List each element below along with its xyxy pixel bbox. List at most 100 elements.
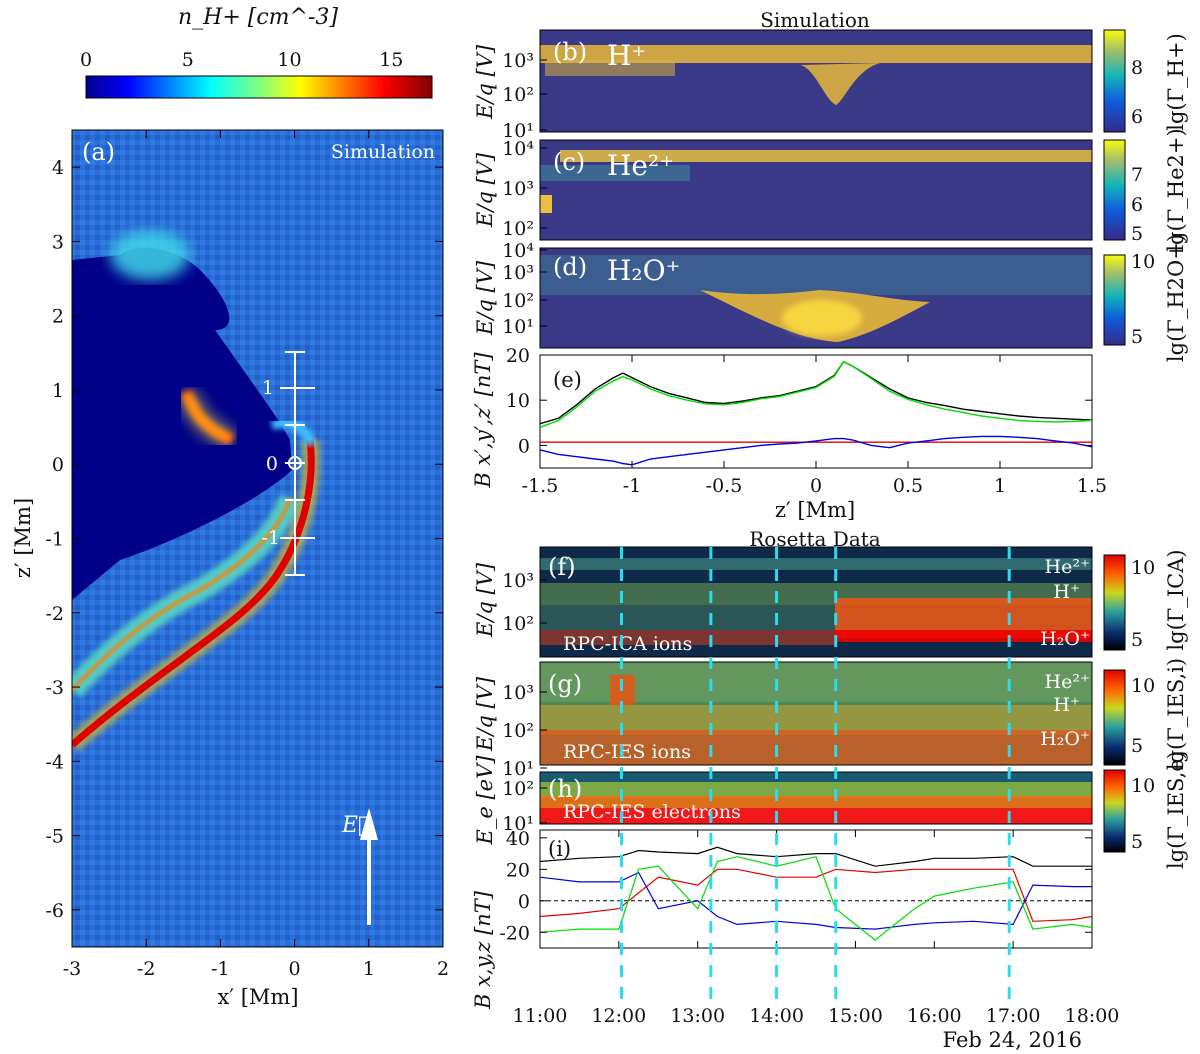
log-tick: 10⁴	[502, 240, 534, 262]
a-xtick: -3	[63, 958, 82, 980]
panel-g-ylabel: E/q [V]	[473, 676, 497, 752]
panel-b-label: (b)	[553, 38, 587, 66]
e-ytick: 0	[518, 435, 530, 457]
i-xtick: 18:00	[1065, 1005, 1120, 1027]
e-line-total	[540, 360, 1092, 425]
a-xtick: -2	[137, 958, 156, 980]
colorbar-tick: 5	[182, 49, 194, 71]
a-ytick: 3	[52, 231, 64, 253]
svg-text:He²⁺: He²⁺	[1045, 671, 1090, 693]
e-xtick: 1.5	[1077, 475, 1107, 497]
panel-h-ylabel: E_e [eV]	[473, 755, 497, 846]
panel-c-cb-label: lg(Γ_He2+)	[1164, 128, 1188, 251]
svg-text:H⁺: H⁺	[1053, 581, 1080, 603]
e-xtick: -1	[623, 475, 642, 497]
i-xtick: 14:00	[749, 1005, 804, 1027]
inner-tick-m1: -1	[261, 527, 280, 549]
svg-text:H₂O⁺: H₂O⁺	[1040, 728, 1090, 750]
panel-g-colorbar	[1103, 669, 1126, 766]
panel-b: (b) H⁺ 10³ 10² 10¹ E/q [V] 8 6 lg(Γ_H+)	[473, 29, 1188, 142]
panel-a-label: (a)	[82, 138, 115, 166]
log-tick: 10²	[502, 720, 534, 742]
e-ytick: 10	[506, 390, 530, 412]
i-xtick: 13:00	[670, 1005, 725, 1027]
log-tick: 10¹	[502, 813, 534, 835]
a-xtick: -1	[211, 958, 230, 980]
e-xtick: 0.5	[893, 475, 923, 497]
i-line-bz	[540, 855, 1092, 941]
a-ytick: 4	[52, 157, 64, 179]
panel-f-label: (f)	[548, 553, 576, 581]
colorbar-tick: 15	[379, 49, 403, 71]
panel-i-date: Feb 24, 2016	[943, 1028, 1082, 1052]
a-ytick: -4	[45, 751, 64, 773]
a-ytick: -3	[45, 677, 64, 699]
svg-text:5: 5	[1131, 223, 1143, 245]
i-ytick: -20	[499, 922, 530, 944]
panel-b-colorbar	[1103, 29, 1126, 133]
i-xtick: 11:00	[513, 1005, 568, 1027]
efield-label: E⃗	[341, 813, 371, 838]
i-line-bx	[540, 868, 1092, 922]
i-ytick: 20	[506, 859, 530, 881]
i-xtick: 16:00	[907, 1005, 962, 1027]
panel-d-cb-label: lg(Γ_H2O+)	[1164, 234, 1188, 362]
inner-tick-1: 1	[262, 377, 274, 399]
e-ytick: 20	[506, 345, 530, 367]
panel-h-label: (h)	[548, 775, 582, 803]
panel-h-cb-label: lg(Γ_IES,e)	[1164, 751, 1188, 869]
i-ytick: 40	[506, 828, 530, 850]
e-xtick: 1	[994, 475, 1006, 497]
panel-e: -1.5 -1 -0.5 0 0.5 1 1.5 20 10 0 (e) B x′,y′,z′ […	[471, 345, 1107, 522]
panel-a-ylabel: z′ [Mm]	[11, 498, 35, 578]
panel-h-colorbar	[1103, 769, 1126, 853]
panel-e-plot	[539, 354, 1093, 469]
panel-b-ylabel: E/q [V]	[473, 44, 497, 120]
panel-g: (g) RPC-IES ions He²⁺ H⁺ H₂O⁺ 10³10²10¹ …	[473, 658, 1188, 780]
a-xtick: 0	[289, 958, 301, 980]
panel-f-tag: RPC-ICA ions	[563, 633, 692, 655]
svg-text:6: 6	[1131, 106, 1143, 128]
i-xtick: 12:00	[591, 1005, 646, 1027]
svg-text:10: 10	[1131, 251, 1155, 273]
svg-text:H⁺: H⁺	[1053, 694, 1080, 716]
panel-f-colorbar	[1103, 554, 1126, 651]
a-xtick: 2	[437, 958, 449, 980]
svg-text:5: 5	[1131, 831, 1143, 853]
log-tick: 10²	[502, 290, 534, 312]
panel-d-ylabel: E/q [V]	[473, 260, 497, 336]
panel-c: (c) He²⁺ 10⁴ 10³ 10² E/q [V] 7 6 5 lg(Γ_He…	[473, 128, 1188, 251]
panel-g-cb-label: lg(Γ_IES,i)	[1164, 658, 1188, 770]
colorbar-tick: 10	[277, 49, 301, 71]
panel-h-tag: RPC-IES electrons	[563, 801, 741, 823]
panel-g-tag: RPC-IES ions	[563, 741, 691, 763]
log-tick: 10¹	[502, 758, 534, 780]
a-ytick: -1	[45, 529, 64, 551]
panel-e-label: (e)	[553, 368, 582, 392]
a-ytick: -2	[45, 603, 64, 625]
panel-c-ylabel: E/q [V]	[473, 152, 497, 228]
panel-d-colorbar	[1103, 254, 1126, 346]
e-line-by	[540, 360, 1092, 428]
a-ytick: -5	[45, 826, 64, 848]
svg-text:He²⁺: He²⁺	[1045, 556, 1090, 578]
e-xtick: -0.5	[706, 475, 743, 497]
log-tick: 10²	[502, 218, 534, 240]
log-tick: 10³	[502, 262, 534, 284]
a-xtick: 1	[363, 958, 375, 980]
panel-c-colorbar	[1103, 139, 1126, 241]
svg-text:10: 10	[1131, 675, 1155, 697]
svg-text:7: 7	[1131, 164, 1143, 186]
panel-e-xlabel: z′ [Mm]	[775, 498, 855, 522]
i-xtick: 17:00	[986, 1005, 1041, 1027]
i-line-total	[540, 846, 1092, 867]
svg-text:8: 8	[1131, 57, 1143, 79]
i-xtick: 15:00	[828, 1005, 883, 1027]
log-tick: 10¹	[502, 120, 534, 142]
panel-f: (f) RPC-ICA ions He²⁺ H⁺ H₂O⁺ 10³ 10² E/q…	[473, 546, 1188, 658]
panel-i-ylabel: B x,y,z [nT]	[471, 890, 495, 1010]
e-line-bz	[540, 435, 1092, 466]
panel-f-cb-label: lg(Γ_ICA)	[1164, 549, 1188, 650]
svg-text:10: 10	[1131, 557, 1155, 579]
